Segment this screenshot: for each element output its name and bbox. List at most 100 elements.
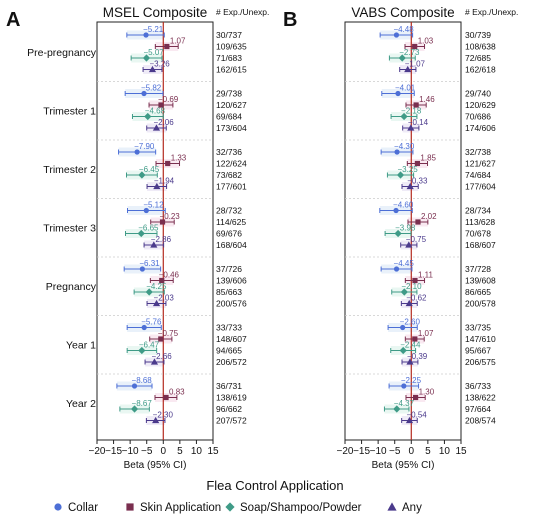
beta-label: −0.62 (406, 294, 427, 303)
point-estimate (400, 324, 406, 331)
count-label: 206/575 (465, 357, 496, 367)
panel-a: A MSEL Composite # Exp./Unexp. Pre-pregnanc… (6, 5, 269, 471)
beta-label: −2.03 (154, 294, 175, 303)
group-label: Pregnancy (46, 281, 97, 293)
beta-label: −2.25 (401, 376, 422, 385)
point-estimate (401, 383, 407, 389)
point-estimate (406, 182, 414, 190)
point-estimate (144, 112, 152, 121)
legend-item: Skin Application (126, 502, 221, 514)
count-label: 37/726 (216, 264, 242, 274)
point-estimate (395, 90, 401, 97)
point-estimate (150, 241, 158, 248)
count-label: 70/678 (465, 229, 491, 239)
beta-label: −4.01 (395, 84, 416, 93)
beta-label: −2.30 (153, 411, 174, 420)
count-label: 207/572 (216, 416, 247, 426)
panel-b: B VABS Composite # Exp./Unexp. −4.48 30/739 1… (283, 5, 518, 471)
right-column-header: # Exp./Unexp. (216, 7, 269, 17)
point-estimate (145, 288, 153, 296)
point-estimate (159, 219, 166, 225)
point-estimate (142, 54, 151, 62)
legend-marker (225, 502, 235, 512)
beta-label: 1.85 (420, 154, 436, 163)
beta-label: −2.44 (400, 341, 421, 350)
plot-frame (344, 21, 462, 441)
count-label: 122/624 (216, 159, 247, 169)
group-label: Trimester 1 (43, 106, 96, 118)
count-label: 69/684 (216, 112, 242, 122)
count-label: 113/628 (465, 217, 495, 227)
count-label: 139/608 (465, 276, 496, 286)
x-tick-label: −15 (105, 446, 122, 457)
x-tick-label: −10 (370, 446, 387, 457)
count-label: 33/733 (216, 323, 242, 333)
beta-label: −2.60 (400, 318, 421, 327)
count-label: 70/686 (465, 112, 491, 122)
panel-title: VABS Composite (351, 5, 454, 20)
count-label: 73/682 (216, 170, 242, 180)
legend-title: Flea Control Application (206, 478, 343, 493)
beta-label: −4.45 (394, 259, 415, 268)
beta-label: −0.23 (160, 212, 181, 221)
x-tick-label: 0 (161, 446, 167, 457)
count-label: 168/604 (216, 240, 247, 250)
beta-label: 1.33 (171, 154, 187, 163)
beta-label: −6.45 (139, 165, 160, 174)
count-label: 28/734 (465, 206, 491, 216)
point-estimate (158, 336, 164, 342)
beta-label: −2.86 (151, 235, 172, 244)
count-label: 37/728 (465, 264, 491, 274)
plot-frame (96, 21, 214, 441)
point-estimate (405, 299, 413, 307)
count-label: 174/606 (465, 123, 496, 133)
point-estimate (404, 65, 412, 73)
legend-item: Soap/Shampoo/Powder (225, 502, 362, 514)
beta-label: −4.25 (146, 282, 167, 291)
beta-label: 1.03 (418, 37, 434, 46)
count-label: 200/576 (216, 299, 247, 309)
beta-label: −5.76 (141, 318, 162, 327)
x-axis-label: Beta (95% CI) (124, 460, 187, 471)
point-estimate (393, 32, 400, 38)
point-estimate (138, 346, 146, 355)
count-label: 120/629 (465, 100, 496, 110)
count-label: 148/607 (216, 334, 247, 344)
panel-letter: A (6, 9, 20, 31)
beta-label: −1.94 (154, 177, 175, 186)
count-label: 36/731 (216, 381, 242, 391)
count-label: 96/662 (216, 404, 242, 414)
point-estimate (148, 65, 157, 73)
beta-label: −0.46 (159, 271, 180, 280)
count-label: 86/665 (465, 287, 491, 297)
group-label: Year 1 (66, 340, 96, 352)
x-tick-label: 10 (191, 446, 203, 457)
point-estimate (406, 358, 414, 365)
count-label: 29/740 (465, 89, 491, 99)
beta-label: −4.68 (145, 107, 166, 116)
count-label: 208/574 (465, 416, 496, 426)
count-label: 36/733 (465, 381, 491, 391)
beta-label: 2.02 (421, 212, 437, 221)
beta-label: −0.14 (408, 118, 429, 127)
count-label: 74/684 (465, 170, 491, 180)
x-axis-label: Beta (95% CI) (372, 460, 435, 471)
beta-label: −5.82 (141, 84, 162, 93)
beta-label: −2.06 (153, 118, 174, 127)
x-tick-label: −20 (337, 446, 354, 457)
beta-label: −4.30 (394, 142, 415, 151)
beta-label: −0.33 (407, 177, 428, 186)
point-estimate (400, 112, 408, 121)
count-label: 138/619 (216, 393, 247, 403)
beta-label: −6.47 (139, 341, 160, 350)
beta-label: 1.07 (170, 37, 186, 46)
point-estimate (393, 405, 401, 413)
count-label: 28/732 (216, 206, 242, 216)
count-label: 147/610 (465, 334, 496, 344)
beta-label: 1.46 (419, 95, 435, 104)
beta-label: −8.67 (132, 399, 153, 408)
beta-label: 1.30 (419, 388, 435, 397)
legend-item: Collar (54, 502, 98, 514)
count-label: 72/685 (465, 53, 491, 63)
legend-marker (126, 503, 134, 511)
